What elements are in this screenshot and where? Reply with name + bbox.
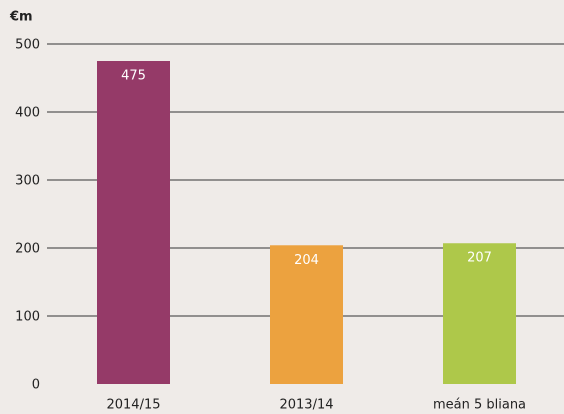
- y-tick-label: 500: [15, 38, 40, 53]
- value-label: 207: [467, 251, 492, 266]
- value-label: 475: [121, 69, 146, 84]
- bar: [443, 243, 516, 384]
- y-tick-label: 100: [15, 310, 40, 325]
- bar: [97, 61, 170, 384]
- y-tick-label: 0: [32, 378, 40, 393]
- y-axis-label: €m: [9, 10, 33, 25]
- value-label: 204: [294, 253, 319, 268]
- x-tick-label: 2013/14: [279, 398, 333, 413]
- x-tick-label: meán 5 bliana: [433, 398, 526, 413]
- y-tick-label: 200: [15, 242, 40, 257]
- y-tick-label: 300: [15, 174, 40, 189]
- y-tick-label: 400: [15, 106, 40, 121]
- bar: [270, 245, 343, 384]
- x-tick-label: 2014/15: [106, 398, 160, 413]
